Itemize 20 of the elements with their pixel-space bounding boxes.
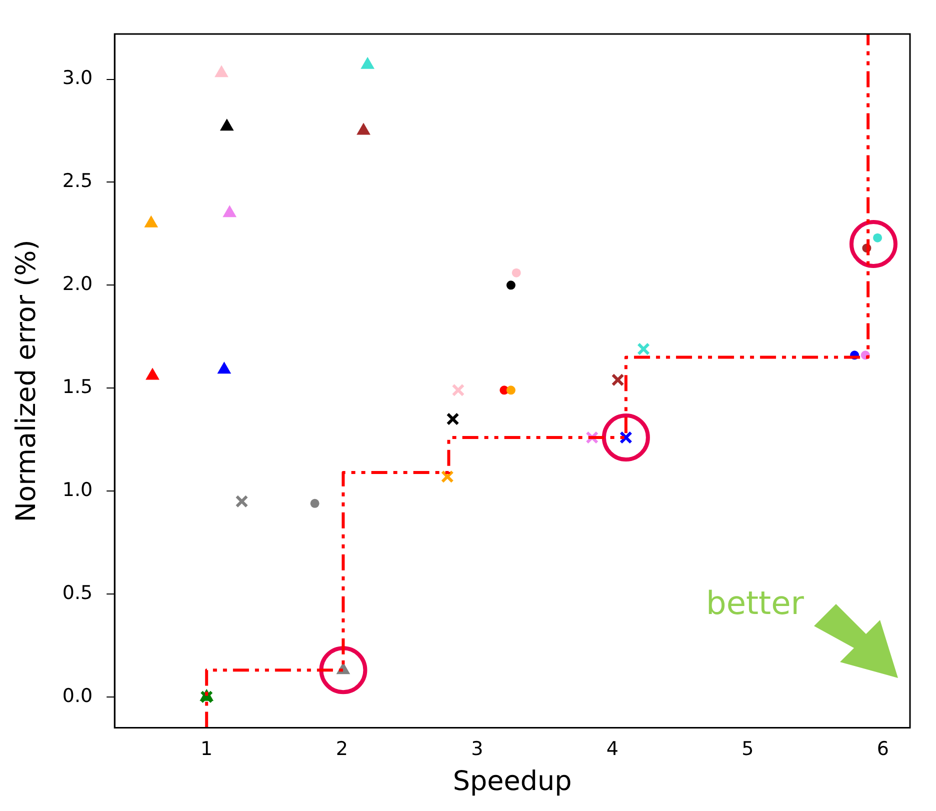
x-tick-label: 2 [336, 738, 348, 760]
point [849, 220, 898, 268]
x-tick-label: 3 [471, 738, 484, 760]
x-tick-label: 4 [606, 738, 618, 760]
y-tick-label: 2.5 [62, 170, 93, 192]
y-axis-title: Normalized error (%) [11, 240, 42, 522]
point [200, 690, 214, 704]
x-axis-title: Speedup [452, 766, 572, 797]
annotation: better [706, 584, 804, 622]
x-tick-label: 6 [876, 738, 889, 760]
y-tick-label: 3.0 [62, 67, 93, 90]
x-tick-label: 1 [200, 738, 213, 760]
y-tick-label: 1.5 [62, 376, 93, 398]
point [602, 414, 650, 462]
point [319, 646, 368, 694]
y-tick-label: 2.0 [62, 273, 93, 296]
y-tick-label: 0.0 [62, 684, 93, 707]
y-tick-label: 0.5 [62, 582, 93, 604]
y-tick-label: 1.0 [62, 478, 93, 501]
x-tick-label: 5 [742, 738, 754, 760]
